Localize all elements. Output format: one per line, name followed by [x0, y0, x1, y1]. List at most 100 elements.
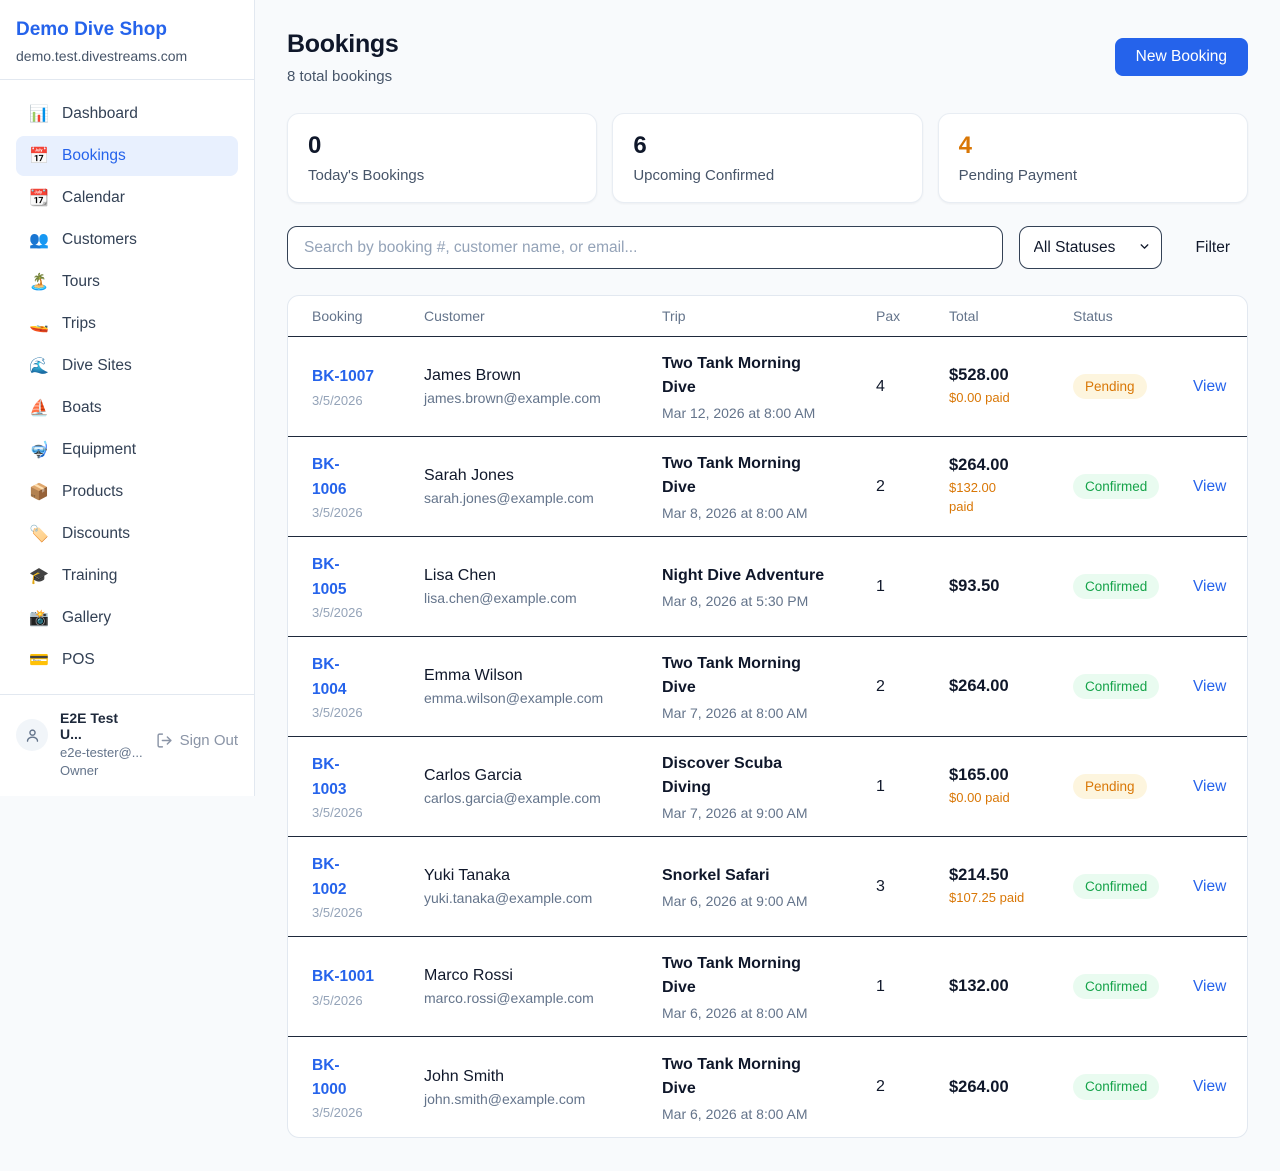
status-filter-select[interactable]: All Statuses — [1018, 226, 1162, 269]
view-link[interactable]: View — [1193, 477, 1227, 495]
view-link[interactable]: View — [1193, 777, 1227, 795]
status-cell: Confirmed — [1073, 1074, 1193, 1100]
booking-date: 3/5/2026 — [312, 604, 363, 620]
sign-out-button[interactable]: Sign Out — [156, 732, 238, 749]
total-cell: $165.00 $0.00 paid — [949, 766, 1073, 808]
trip-name: Two Tank Morning Dive — [662, 455, 801, 496]
trip-cell: Two Tank Morning Dive Mar 6, 2026 at 8:0… — [662, 1053, 876, 1122]
sidebar-nav-item[interactable]: 🎓 Training — [16, 556, 238, 596]
stat-label: Pending Payment — [958, 167, 1078, 184]
customer-cell: Lisa Chen lisa.chen@example.com — [424, 567, 662, 606]
customer-name: Marco Rossi — [424, 967, 513, 984]
pax-value: 2 — [876, 1078, 885, 1095]
sidebar-nav-item[interactable]: 👥 Customers — [16, 220, 238, 260]
booking-date: 3/5/2026 — [312, 392, 363, 408]
total-amount: $93.50 — [949, 577, 1000, 595]
booking-id-link[interactable]: BK- 1006 — [312, 456, 347, 498]
shop-name: Demo Dive Shop — [16, 19, 167, 40]
customer-email: emma.wilson@example.com — [424, 690, 604, 706]
speedboat-icon: 🚤 — [29, 316, 49, 333]
booking-id-link[interactable]: BK- 1004 — [312, 656, 347, 698]
status-cell: Pending — [1073, 773, 1193, 800]
customer-email: james.brown@example.com — [424, 390, 601, 406]
sidebar-nav-item[interactable]: 🏝️ Tours — [16, 262, 238, 302]
amount-paid: $107.25 paid — [949, 889, 1025, 905]
booking-date: 3/5/2026 — [312, 992, 363, 1008]
filter-button[interactable]: Filter — [1195, 238, 1230, 256]
sidebar-nav-item[interactable]: 🏷️ Discounts — [16, 514, 238, 554]
sidebar-nav-item[interactable]: 🚤 Trips — [16, 304, 238, 344]
search-input[interactable] — [287, 226, 1003, 269]
view-link[interactable]: View — [1193, 977, 1227, 995]
status-filter-wrap: All Statuses — [1018, 226, 1162, 269]
booking-cell: BK- 1002 3/5/2026 — [312, 853, 424, 919]
sidebar-nav-item[interactable]: 🤿 Equipment — [16, 430, 238, 470]
customer-cell: Emma Wilson emma.wilson@example.com — [424, 667, 662, 706]
graduation-cap-icon: 🎓 — [29, 568, 49, 585]
customer-name: Carlos Garcia — [424, 767, 522, 784]
total-amount: $264.00 — [949, 456, 1009, 475]
new-booking-button[interactable]: New Booking — [1114, 38, 1248, 76]
trip-cell: Two Tank Morning Dive Mar 6, 2026 at 8:0… — [662, 952, 876, 1021]
column-header-booking: Booking — [312, 308, 363, 324]
status-cell: Confirmed — [1073, 573, 1193, 600]
booking-id-link[interactable]: BK-1001 — [312, 968, 375, 986]
view-link[interactable]: View — [1193, 577, 1227, 595]
sidebar-nav-item[interactable]: 📦 Products — [16, 472, 238, 512]
view-link[interactable]: View — [1193, 377, 1227, 395]
sidebar-nav-item[interactable]: 📸 Gallery — [16, 598, 238, 638]
sidebar-nav-item[interactable]: 📆 Calendar — [16, 178, 238, 218]
booking-id-link[interactable]: BK- 1002 — [312, 856, 347, 898]
stats-row: 0 Today's Bookings 6 Upcoming Confirmed … — [287, 113, 1248, 203]
main-content: Bookings 8 total bookings New Booking 0 … — [255, 0, 1280, 1171]
customer-name: Yuki Tanaka — [424, 867, 510, 884]
user-name: E2E Test U... — [60, 710, 119, 742]
view-link[interactable]: View — [1193, 877, 1227, 895]
amount-paid: $132.00 paid — [949, 480, 996, 514]
nav-item-label: Boats — [62, 399, 102, 416]
table-row: BK- 1003 3/5/2026 Carlos Garcia carlos.g… — [288, 737, 1247, 837]
booking-cell: BK- 1006 3/5/2026 — [312, 453, 424, 519]
total-amount: $264.00 — [949, 1077, 1009, 1096]
shop-domain: demo.test.divestreams.com — [16, 48, 188, 64]
pax-value: 4 — [876, 377, 885, 395]
trip-name: Two Tank Morning Dive — [662, 955, 801, 996]
booking-id-link[interactable]: BK-1007 — [312, 368, 375, 386]
status-badge: Confirmed — [1073, 973, 1160, 1000]
avatar — [16, 719, 48, 751]
nav-item-label: Tours — [62, 273, 100, 290]
tear-off-calendar-icon: 📆 — [29, 190, 49, 207]
customer-name: Sarah Jones — [424, 467, 514, 484]
total-cell: $93.50 — [949, 577, 1073, 596]
view-link[interactable]: View — [1193, 1078, 1227, 1095]
table-row: BK- 1005 3/5/2026 Lisa Chen lisa.chen@ex… — [288, 537, 1247, 637]
booking-date: 3/5/2026 — [312, 1105, 363, 1121]
booking-cell: BK-1001 3/5/2026 — [312, 965, 424, 1007]
total-cell: $214.50 $107.25 paid — [949, 866, 1073, 908]
table-header-row: Booking Customer Trip Pax Total Status — [288, 296, 1247, 337]
sidebar-nav-item[interactable]: 📅 Bookings — [16, 136, 238, 176]
sidebar: Demo Dive Shop demo.test.divestreams.com… — [0, 0, 255, 796]
booking-id-link[interactable]: BK- 1005 — [312, 556, 347, 598]
total-cell: $264.00 — [949, 1078, 1073, 1097]
stat-label: Upcoming Confirmed — [633, 167, 775, 184]
booking-id-link[interactable]: BK- 1003 — [312, 756, 347, 798]
customer-cell: Yuki Tanaka yuki.tanaka@example.com — [424, 867, 662, 906]
table-row: BK-1001 3/5/2026 Marco Rossi marco.rossi… — [288, 937, 1247, 1037]
view-link[interactable]: View — [1193, 677, 1227, 695]
actions-cell: View — [1193, 1078, 1226, 1096]
sidebar-nav-item[interactable]: 🌊 Dive Sites — [16, 346, 238, 386]
user-role: Owner — [60, 763, 99, 778]
sidebar-nav-item[interactable]: 💳 POS — [16, 640, 238, 680]
booking-date: 3/5/2026 — [312, 704, 363, 720]
trip-name: Night Dive Adventure — [662, 567, 825, 584]
sidebar-nav-item[interactable]: ⛵ Boats — [16, 388, 238, 428]
sidebar-nav-item[interactable]: 📊 Dashboard — [16, 94, 238, 134]
status-cell: Pending — [1073, 373, 1193, 400]
table-row: BK- 1002 3/5/2026 Yuki Tanaka yuki.tanak… — [288, 837, 1247, 937]
booking-id-link[interactable]: BK- 1000 — [312, 1056, 347, 1098]
customer-email: lisa.chen@example.com — [424, 590, 577, 606]
amount-paid: $0.00 paid — [949, 789, 1010, 805]
trip-cell: Two Tank Morning Dive Mar 7, 2026 at 8:0… — [662, 652, 876, 721]
actions-cell: View — [1193, 378, 1226, 396]
